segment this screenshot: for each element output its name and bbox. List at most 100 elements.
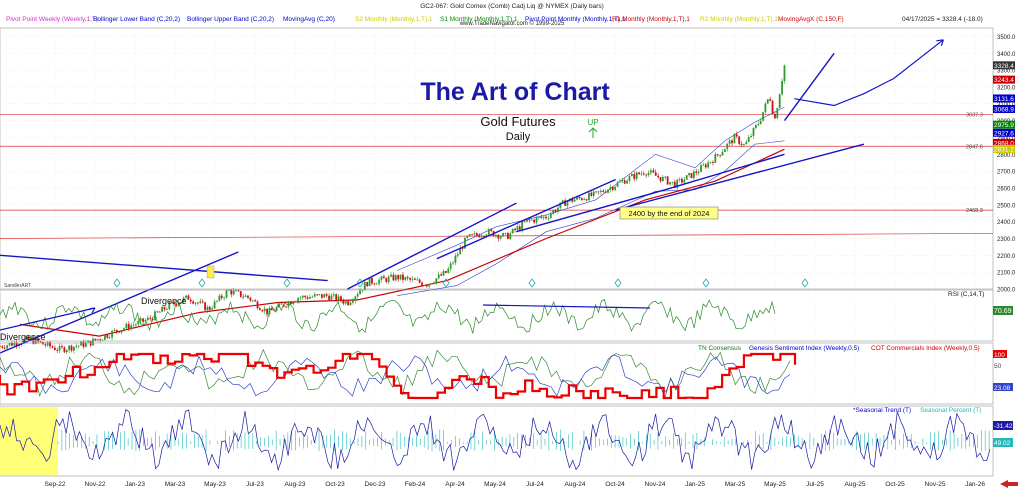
candle-body-118 <box>280 303 283 305</box>
candle-body-101 <box>239 291 242 297</box>
candle-body-77 <box>182 297 185 302</box>
candle-body-240 <box>571 198 574 202</box>
price-tick-3200: 3200.0 <box>997 85 1016 91</box>
candle-body-245 <box>583 199 586 200</box>
sentiment-tag-low-text: 23.08 <box>994 385 1011 392</box>
candle-body-194 <box>461 247 464 249</box>
candle-body-67 <box>158 311 161 313</box>
candle-body-84 <box>199 301 202 303</box>
candle-body-28 <box>65 350 68 353</box>
candle-body-135 <box>320 294 323 298</box>
candle-body-66 <box>156 311 159 313</box>
candle-body-227 <box>540 216 543 218</box>
candle-body-20 <box>46 342 49 346</box>
candle-body-111 <box>263 308 266 312</box>
candle-body-320 <box>762 112 764 121</box>
candle-body-75 <box>177 303 180 306</box>
seasonal-tag-1 <box>993 421 1013 430</box>
candle-body-88 <box>208 306 211 310</box>
legend-item-5: S1 Monthly (Monthly,1,T),1 <box>440 16 518 23</box>
candle-body-92 <box>218 295 221 301</box>
candle-body-231 <box>549 213 552 218</box>
candle-body-212 <box>504 232 507 234</box>
candle-body-87 <box>206 306 209 311</box>
candle-body-34 <box>80 341 82 346</box>
candle-body-191 <box>454 255 457 263</box>
candle-body-125 <box>297 298 299 302</box>
divergence-lower-label: Divergence <box>0 332 46 342</box>
candle-body-201 <box>478 235 481 238</box>
candle-body-130 <box>309 297 311 299</box>
legend-item-8: R2 Monthly (Monthly,1,T),1 <box>700 16 778 23</box>
forecast-line <box>794 39 944 107</box>
date-label-Nov-22: Nov-22 <box>85 481 106 488</box>
level-label-2: 2468.3 <box>966 208 983 214</box>
candle-body-50 <box>118 331 121 333</box>
candle-body-329 <box>783 65 786 82</box>
candle-body-309 <box>735 134 738 137</box>
candle-body-176 <box>418 279 421 283</box>
candle-body-203 <box>483 236 485 237</box>
candle-body-96 <box>228 290 230 291</box>
candle-body-4 <box>8 342 11 346</box>
target-box-text: 2400 by the end of 2024 <box>629 209 710 218</box>
candle-body-57 <box>135 324 137 326</box>
date-label-Feb-24: Feb-24 <box>405 481 426 488</box>
level-label-1: 2847.6 <box>966 144 983 150</box>
price-tag-text-0: 3328.4 <box>994 63 1014 70</box>
tn-consensus-label: TN Consensus <box>698 345 742 352</box>
candle-body-219 <box>521 221 524 230</box>
candle-body-229 <box>545 216 547 219</box>
candle-body-12 <box>27 336 30 340</box>
candle-body-175 <box>416 279 419 281</box>
candle-body-281 <box>669 182 671 185</box>
candle-body-95 <box>225 290 228 298</box>
candle-body-109 <box>259 308 261 311</box>
candle-body-253 <box>602 190 605 193</box>
candle-body-43 <box>101 339 104 341</box>
date-label-Jan-23: Jan-23 <box>125 481 145 488</box>
candle-body-91 <box>216 300 218 302</box>
candle-body-244 <box>580 198 583 200</box>
rsi-value-tag <box>993 306 1013 315</box>
candle-body-263 <box>626 180 628 184</box>
candle-body-55 <box>130 325 133 330</box>
candle-body-182 <box>433 282 435 284</box>
chart-header-title: GC2-067: Gold Comex (Comb) Cadj Liq @ NY… <box>420 3 604 10</box>
candle-body-198 <box>471 234 474 236</box>
candle-body-326 <box>776 108 779 119</box>
candle-body-193 <box>459 247 462 255</box>
candle-body-216 <box>514 228 516 231</box>
candle-body-41 <box>96 339 99 341</box>
candle-body-137 <box>325 294 328 296</box>
scroll-arrow-icon[interactable] <box>1000 480 1018 488</box>
candle-body-243 <box>578 196 581 199</box>
price-tag-bg-2 <box>993 94 1015 103</box>
candle-body-165 <box>392 274 395 281</box>
candle-body-104 <box>247 295 249 298</box>
candle-body-23 <box>53 347 56 351</box>
sentiment-pane <box>0 342 994 405</box>
marker-diamond-icon-4 <box>442 278 450 288</box>
candle-body-19 <box>44 344 47 346</box>
seasonal-percent-bars <box>57 429 990 452</box>
candle-body-250 <box>595 191 598 193</box>
candle-body-323 <box>769 99 772 101</box>
candle-body-166 <box>394 275 397 281</box>
candle-body-233 <box>554 210 557 212</box>
candle-body-99 <box>235 290 237 292</box>
price-grid <box>0 28 993 476</box>
candle-body-242 <box>576 196 578 200</box>
candle-body-81 <box>192 301 195 304</box>
date-axis: Sep-22 Nov-22 Jan-23 Mar-23 May-23 Jul-23 Aug-… <box>45 481 986 488</box>
candle-body-183 <box>435 278 438 283</box>
trendline-6 <box>665 153 785 191</box>
seasonal-highlight-box <box>0 407 58 475</box>
candle-body-248 <box>590 192 593 196</box>
candle-body-169 <box>402 274 404 280</box>
candle-body-293 <box>697 171 700 174</box>
candle-body-22 <box>51 346 54 348</box>
candle-body-273 <box>650 170 652 173</box>
